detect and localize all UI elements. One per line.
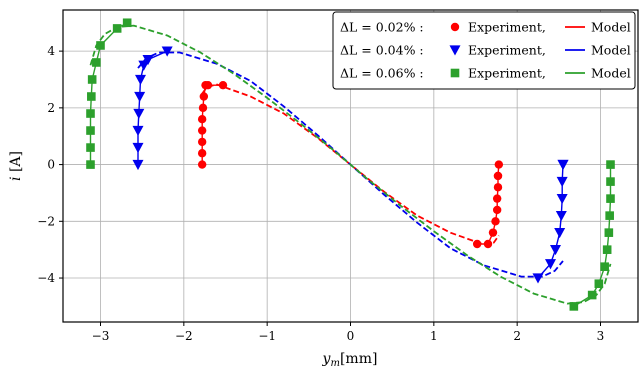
experiment-point-1 [554, 227, 566, 239]
y-tick-label: 0 [47, 158, 55, 172]
experiment-point-1 [135, 74, 146, 85]
experiment-point-2 [96, 41, 105, 50]
x-tick-label: −3 [92, 329, 110, 343]
legend-label: ΔL = 0.06% : [340, 66, 424, 81]
experiment-point-2 [606, 177, 615, 186]
experiment-point-2 [86, 109, 95, 118]
legend-label: ΔL = 0.04% : [340, 43, 424, 58]
y-ticks: −4 −2 0 2 4 [37, 44, 63, 285]
experiment-point-1 [133, 108, 145, 120]
y-tick-label: 4 [47, 44, 55, 58]
experiment-point-2 [87, 92, 96, 101]
legend-model-label: Model [591, 66, 631, 81]
experiment-point-2 [86, 160, 95, 169]
experiment-point-2 [587, 290, 597, 300]
experiment-point-1 [132, 159, 144, 171]
experiment-point-0 [218, 80, 228, 90]
experiment-point-0 [488, 228, 498, 237]
experiment-point-0 [494, 160, 504, 169]
experiment-point-2 [604, 228, 614, 237]
x-tick-label: 1 [430, 329, 438, 343]
experiment-point-1 [555, 210, 567, 222]
experiment-markers [86, 18, 615, 311]
x-axis-label: ym[mm] [322, 351, 378, 369]
x-tick-label: 3 [597, 329, 605, 343]
experiment-point-2 [569, 302, 579, 311]
experiment-point-2 [122, 18, 132, 28]
legend-marker [450, 68, 460, 78]
experiment-point-2 [594, 279, 604, 289]
experiment-point-0 [483, 239, 493, 249]
experiment-point-0 [203, 80, 213, 90]
experiment-point-1 [532, 273, 544, 284]
y-tick-label: 2 [47, 101, 55, 115]
experiment-point-1 [545, 259, 556, 270]
legend-experiment-label: Experiment, [468, 66, 546, 81]
experiment-point-2 [92, 58, 101, 67]
legend-marker [450, 22, 460, 32]
experiment-point-1 [556, 193, 568, 205]
experiment-point-0 [491, 217, 500, 226]
experiment-point-0 [492, 205, 502, 215]
x-tick-label: −1 [258, 329, 276, 343]
y-tick-label: −2 [37, 214, 55, 228]
experiment-point-2 [606, 160, 615, 169]
experiment-point-0 [493, 171, 503, 181]
experiment-point-2 [602, 245, 612, 254]
legend-experiment-label: Experiment, [468, 43, 546, 58]
x-ticks: −3 −2 −1 0 1 2 3 [92, 322, 605, 343]
x-tick-label: 2 [513, 329, 521, 343]
experiment-point-2 [87, 75, 97, 84]
experiment-point-1 [132, 125, 144, 137]
experiment-point-0 [197, 126, 207, 135]
experiment-point-0 [197, 137, 207, 147]
experiment-point-1 [161, 46, 173, 57]
experiment-point-0 [197, 160, 207, 169]
experiment-point-2 [86, 143, 95, 152]
experiment-point-1 [556, 176, 568, 188]
experiment-point-0 [197, 149, 207, 158]
experiment-point-0 [472, 239, 482, 249]
experiment-point-0 [493, 183, 503, 192]
experiment-point-2 [600, 262, 609, 271]
experiment-point-0 [197, 115, 207, 124]
legend-label: ΔL = 0.02% : [340, 20, 424, 35]
y-tick-label: −4 [37, 271, 55, 285]
legend-model-label: Model [591, 20, 631, 35]
experiment-point-1 [557, 159, 569, 171]
experiment-point-0 [492, 194, 502, 203]
x-tick-label: 0 [347, 329, 355, 343]
experiment-point-1 [550, 244, 561, 256]
legend-box [332, 11, 636, 90]
experiment-point-1 [138, 60, 150, 71]
experiment-point-1 [132, 142, 144, 154]
experiment-point-0 [198, 103, 208, 113]
legend-marker [449, 45, 461, 56]
experiment-point-1 [142, 54, 154, 66]
experiment-point-2 [606, 194, 615, 203]
legend: ΔL = 0.02% : Experiment, Model ΔL = 0.04% :… [332, 11, 636, 90]
experiment-point-2 [112, 24, 122, 33]
experiment-line-left-2 [89, 22, 128, 165]
experiment-point-2 [86, 126, 95, 135]
legend-model-label: Model [591, 43, 631, 58]
legend-experiment-label: Experiment, [468, 20, 546, 35]
experiment-point-2 [605, 211, 614, 220]
experiment-point-1 [134, 91, 146, 103]
x-tick-label: −2 [175, 329, 193, 343]
experiment-line-right-2 [573, 164, 612, 307]
y-axis-label: i [A] [8, 151, 24, 181]
experiment-point-0 [199, 92, 209, 101]
